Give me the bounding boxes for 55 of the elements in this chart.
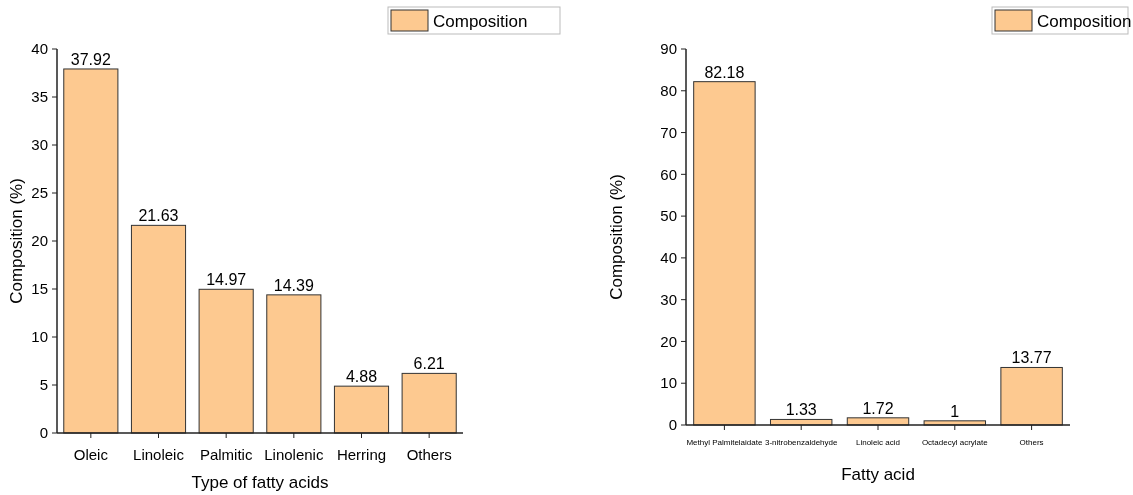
bar [130, 224, 187, 434]
data-label: 14.97 [206, 271, 247, 289]
x-axis-title: Fatty acid [841, 465, 915, 484]
bar [693, 81, 756, 426]
bar [333, 385, 390, 434]
x-axis-title: Type of fatty acids [191, 473, 329, 492]
y-tick-label: 90 [660, 40, 677, 58]
data-label: 4.88 [345, 368, 378, 386]
y-tick-label: 60 [660, 165, 677, 183]
y-tick-label: 15 [31, 280, 48, 298]
data-label: 6.21 [413, 355, 445, 373]
y-tick-label: 0 [39, 424, 48, 442]
x-tick-label: Linoleic [133, 446, 185, 463]
y-tick-label: 50 [660, 207, 677, 225]
x-tick-label: Methyl Palmitelaidate [686, 438, 763, 447]
x-tick-label: Others [1019, 438, 1044, 447]
x-tick-label: Octadecyl acrylate [921, 438, 989, 447]
y-axis-title: Composition (%) [607, 174, 626, 300]
x-tick-label: Herring [336, 446, 387, 463]
y-tick-label: 40 [660, 249, 677, 267]
y-tick-label: 30 [31, 136, 48, 154]
data-label: 21.63 [138, 207, 179, 225]
data-label: 1 [950, 402, 960, 420]
legend-label: Composition [1037, 12, 1132, 31]
x-tick-label: Others [406, 446, 452, 463]
y-tick-label: 0 [668, 416, 677, 434]
y-tick-label: 10 [31, 328, 48, 346]
y-tick-label: 20 [31, 232, 48, 250]
bar [63, 68, 119, 434]
x-tick-label: 3-nitrobenzaldehyde [764, 438, 838, 447]
y-tick-label: 5 [39, 376, 48, 394]
bar [198, 288, 254, 434]
y-tick-label: 30 [660, 290, 677, 308]
legend-label: Composition [433, 12, 528, 31]
data-label: 13.77 [1011, 349, 1052, 367]
x-tick-label: Palmitic [199, 446, 253, 463]
y-tick-label: 25 [31, 184, 48, 202]
x-tick-label: Oleic [73, 446, 109, 463]
y-axis-title: Composition (%) [7, 178, 26, 304]
x-tick-label: Linolenic [264, 446, 324, 463]
data-label: 82.18 [704, 63, 745, 81]
y-tick-label: 20 [660, 332, 677, 350]
data-label: 14.39 [273, 276, 314, 294]
bar [401, 372, 457, 434]
y-tick-label: 70 [660, 123, 677, 141]
bar [266, 294, 322, 434]
y-tick-label: 35 [31, 88, 48, 106]
y-tick-label: 10 [660, 374, 677, 392]
data-label: 37.92 [70, 50, 111, 68]
x-tick-label: Linoleic acid [855, 438, 901, 447]
data-label: 1.72 [862, 399, 894, 417]
data-label: 1.33 [785, 401, 817, 419]
y-tick-label: 80 [660, 82, 677, 100]
y-tick-label: 40 [31, 40, 48, 58]
bar [1000, 366, 1063, 426]
